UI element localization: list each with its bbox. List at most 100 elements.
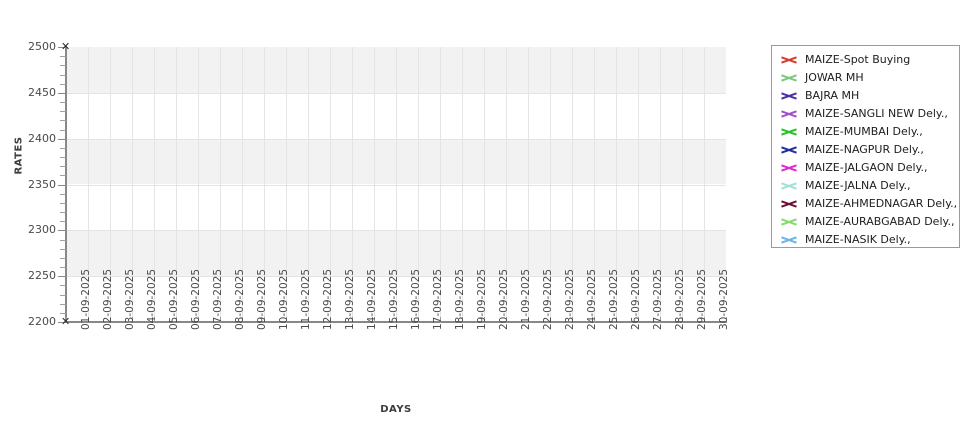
y-tick-minor: [60, 75, 66, 76]
legend-item[interactable]: MAIZE-MUMBAI Dely.,: [772, 123, 959, 141]
x-tick: [176, 317, 177, 323]
vertical-gridline: [528, 47, 529, 322]
vertical-gridline: [440, 47, 441, 322]
y-tick-minor: [60, 148, 66, 149]
legend-item-label: JOWAR MH: [805, 71, 864, 84]
vertical-gridline: [418, 47, 419, 322]
y-tick-minor: [60, 304, 66, 305]
x-tick-label: 24-09-2025: [586, 268, 598, 330]
legend-item[interactable]: MAIZE-Spot Buying: [772, 51, 959, 69]
legend-marker-x-icon: [779, 107, 799, 121]
legend-item[interactable]: JOWAR MH: [772, 69, 959, 87]
x-tick: [198, 317, 199, 323]
legend-marker-x-icon: [779, 71, 799, 85]
x-tick: [154, 317, 155, 323]
vertical-gridline: [704, 47, 705, 322]
x-tick-label: 09-09-2025: [256, 268, 268, 330]
legend-item-label: BAJRA MH: [805, 89, 860, 102]
vertical-gridline: [374, 47, 375, 322]
legend-marker-x-icon: [779, 233, 799, 247]
x-tick: [572, 317, 573, 323]
x-tick-label: 16-09-2025: [410, 268, 422, 330]
vertical-gridline: [242, 47, 243, 322]
x-tick: [704, 317, 705, 323]
x-tick: [660, 317, 661, 323]
x-tick-label: 10-09-2025: [278, 268, 290, 330]
legend-marker-x-icon: [779, 89, 799, 103]
legend-item[interactable]: MAIZE-SANGLI NEW Dely.,: [772, 105, 959, 123]
x-tick-label: 29-09-2025: [696, 268, 708, 330]
legend-item-label: MAIZE-JALNA Dely.,: [805, 179, 911, 192]
y-tick-minor: [60, 258, 66, 259]
y-tick-minor: [60, 295, 66, 296]
x-tick: [396, 317, 397, 323]
vertical-gridline: [264, 47, 265, 322]
vertical-gridline: [286, 47, 287, 322]
y-tick-label: 2300: [28, 223, 56, 236]
x-tick: [88, 317, 89, 323]
y-tick-minor: [60, 65, 66, 66]
x-tick: [418, 317, 419, 323]
vertical-gridline: [132, 47, 133, 322]
vertical-gridline: [660, 47, 661, 322]
legend-item-label: MAIZE-NAGPUR Dely.,: [805, 143, 924, 156]
y-tick-major: [58, 230, 66, 231]
vertical-gridline: [594, 47, 595, 322]
x-tick: [286, 317, 287, 323]
x-tick-label: 12-09-2025: [322, 268, 334, 330]
x-tick: [242, 317, 243, 323]
vertical-gridline: [682, 47, 683, 322]
chart-legend: MAIZE-Spot Buying JOWAR MH BAJRA MH MAIZE-S…: [771, 45, 960, 248]
legend-item-label: MAIZE-AHMEDNAGAR Dely.,: [805, 197, 958, 210]
vertical-gridline: [220, 47, 221, 322]
x-tick-label: 20-09-2025: [498, 268, 510, 330]
x-tick: [638, 317, 639, 323]
y-tick-minor: [60, 111, 66, 112]
legend-item-label: MAIZE-NASIK Dely.,: [805, 233, 911, 246]
x-tick-label: 15-09-2025: [388, 268, 400, 330]
legend-item[interactable]: MAIZE-JALNA Dely.,: [772, 177, 959, 195]
y-tick-minor: [60, 221, 66, 222]
y-tick-minor: [60, 130, 66, 131]
legend-item-label: MAIZE-JALGAON Dely.,: [805, 161, 928, 174]
vertical-gridline: [396, 47, 397, 322]
y-tick-major: [58, 139, 66, 140]
x-tick: [308, 317, 309, 323]
legend-item[interactable]: MAIZE-NAGPUR Dely.,: [772, 141, 959, 159]
legend-item-label: MAIZE-MUMBAI Dely.,: [805, 125, 923, 138]
x-tick: [264, 317, 265, 323]
y-tick-label: 2450: [28, 86, 56, 99]
x-tick-label: 23-09-2025: [564, 268, 576, 330]
x-tick: [352, 317, 353, 323]
y-tick-minor: [60, 267, 66, 268]
vertical-gridline: [638, 47, 639, 322]
legend-item[interactable]: MAIZE-NASIK Dely.,: [772, 231, 959, 249]
y-tick-major: [58, 276, 66, 277]
x-tick: [220, 317, 221, 323]
y-tick-minor: [60, 166, 66, 167]
legend-item[interactable]: MAIZE-AURABGABAD Dely.,: [772, 213, 959, 231]
y-tick-minor: [60, 249, 66, 250]
y-tick-minor: [60, 203, 66, 204]
y-tick-major: [58, 93, 66, 94]
vertical-gridline: [572, 47, 573, 322]
y-tick-minor: [60, 157, 66, 158]
vertical-gridline: [176, 47, 177, 322]
x-tick-label: 17-09-2025: [432, 268, 444, 330]
vertical-gridline: [550, 47, 551, 322]
x-tick: [462, 317, 463, 323]
y-tick-minor: [60, 120, 66, 121]
x-tick-label: 05-09-2025: [168, 268, 180, 330]
axis-origin-marker-bottom: ✕: [61, 315, 71, 328]
x-tick: [132, 317, 133, 323]
x-tick-label: 30-09-2025: [718, 268, 730, 330]
vertical-gridline: [154, 47, 155, 322]
legend-item[interactable]: BAJRA MH: [772, 87, 959, 105]
x-tick-label: 11-09-2025: [300, 268, 312, 330]
vertical-gridline: [616, 47, 617, 322]
plot-area: [66, 47, 726, 322]
x-tick: [594, 317, 595, 323]
legend-item[interactable]: MAIZE-AHMEDNAGAR Dely.,: [772, 195, 959, 213]
legend-item[interactable]: MAIZE-JALGAON Dely.,: [772, 159, 959, 177]
